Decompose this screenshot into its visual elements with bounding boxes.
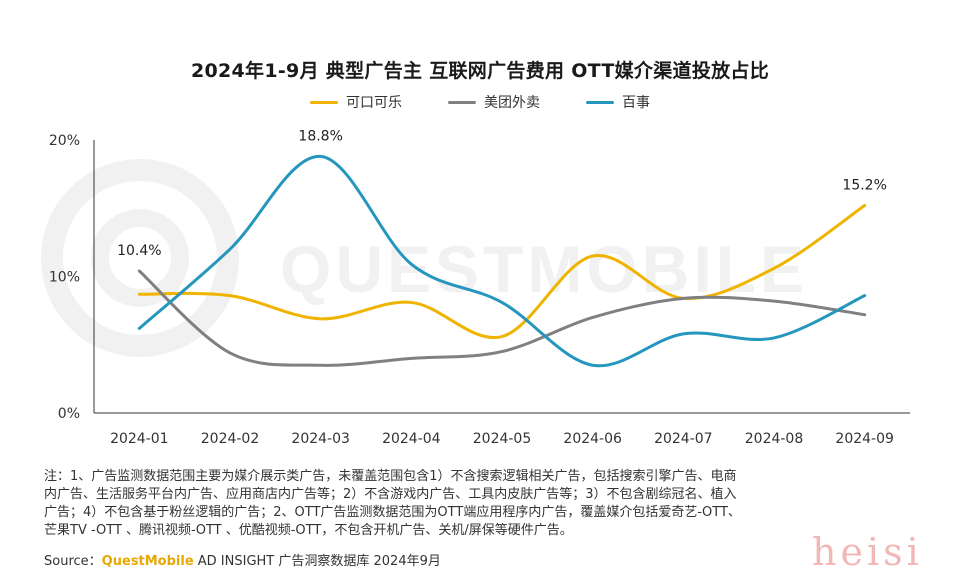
source-prefix: Source： (44, 554, 102, 569)
series-line-pepsi (137, 154, 867, 368)
chart-series (137, 154, 867, 368)
legend-swatch (310, 100, 338, 104)
x-tick-label: 2024-07 (654, 431, 713, 447)
watermark-stamp: heisi (812, 530, 923, 574)
watermark-logo-core (91, 209, 189, 307)
legend-item-pepsi: 百事 (586, 92, 650, 112)
x-tick-label: 2024-05 (473, 431, 532, 447)
chart-data-labels: 10.4% 18.8% 15.2% (117, 128, 887, 259)
chart-legend: 可口可乐 美团外卖 百事 (0, 92, 960, 112)
x-tick-label: 2024-04 (382, 431, 441, 447)
chart-axes: 0% 10% 20% 2024-01 2024-02 2024-03 2024-04 2024… (49, 133, 910, 447)
x-tick-label: 2024-03 (291, 431, 350, 447)
series-line-meituan (137, 269, 867, 367)
legend-label: 可口可乐 (346, 95, 402, 111)
series-line-coca-cola (137, 204, 867, 340)
x-tick-label: 2024-08 (745, 431, 804, 447)
footnote-line: 芒果TV -OTT 、腾讯视频-OTT 、优酷视频-OTT，不包含开机广告、关机… (44, 523, 573, 538)
chart-title: 2024年1-9月 典型广告主 互联网广告费用 OTT媒介渠道投放占比 (190, 60, 770, 82)
footnote-line: 注：1、广告监测数据范围主要为媒介展示类广告，未覆盖范围包含1）不含搜索逻辑相关… (44, 469, 737, 484)
source-line: Source：QuestMobile AD INSIGHT 广告洞察数据库 20… (44, 550, 441, 569)
legend-swatch (448, 100, 476, 104)
y-tick-label: 20% (49, 133, 80, 149)
x-tick-label: 2024-02 (201, 431, 260, 447)
legend-label: 百事 (622, 95, 650, 111)
legend-item-meituan: 美团外卖 (448, 92, 540, 112)
legend-item-coca-cola: 可口可乐 (310, 92, 402, 112)
source-brand: QuestMobile (101, 554, 194, 569)
legend-swatch (586, 100, 614, 104)
y-tick-label: 0% (58, 406, 80, 422)
footnote-line: 广告；4）不包含基于粉丝逻辑的广告；2、OTT广告监测数据范围为OTT端应用程序… (44, 505, 741, 520)
footnotes: 注：1、广告监测数据范围主要为媒介展示类广告，未覆盖范围包含1）不含搜索逻辑相关… (44, 468, 904, 540)
x-tick-label: 2024-09 (835, 431, 894, 447)
data-label: 15.2% (842, 178, 886, 194)
x-tick-label: 2024-06 (563, 431, 622, 447)
watermark-logo-ring (41, 159, 239, 357)
legend-label: 美团外卖 (484, 95, 540, 111)
watermark-brand-text: QUESTMOBILE (280, 232, 808, 306)
y-tick-label: 10% (49, 270, 80, 286)
questmobile-watermark: QUESTMOBILE (41, 159, 808, 357)
data-label: 10.4% (117, 243, 161, 259)
footnote-line: 内广告、生活服务平台内广告、应用商店内广告等；2）不含游戏内广告、工具内皮肤广告… (44, 487, 737, 502)
source-text: AD INSIGHT 广告洞察数据库 2024年9月 (193, 554, 441, 569)
x-tick-label: 2024-01 (110, 431, 169, 447)
data-label: 18.8% (298, 128, 342, 144)
